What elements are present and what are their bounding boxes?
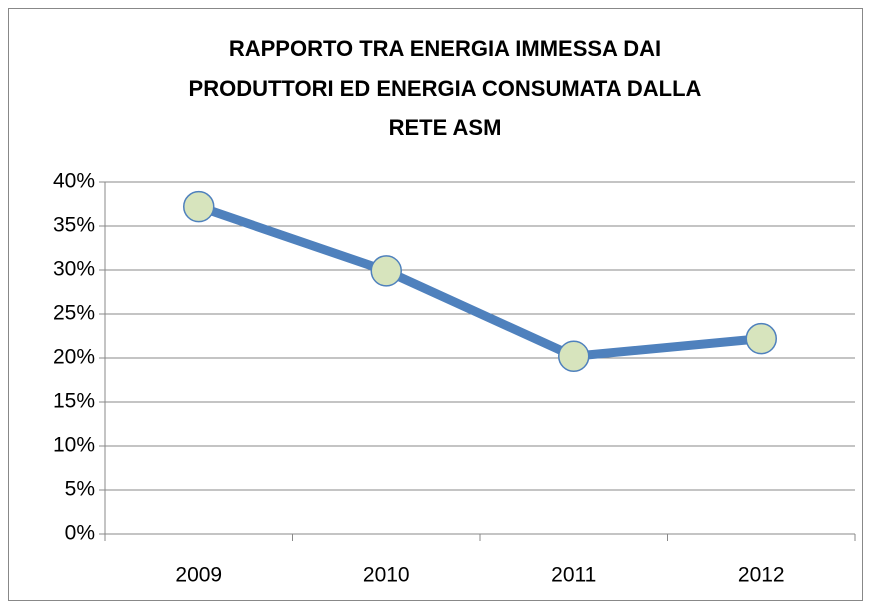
x-tick-label: 2012	[738, 564, 785, 587]
x-tick-label: 2011	[551, 564, 596, 587]
chart-title: PRODUTTORI ED ENERGIA CONSUMATA DALLA	[189, 76, 702, 101]
y-tick-label: 5%	[65, 478, 95, 501]
marker	[558, 340, 590, 372]
x-tick-label: 2009	[175, 564, 222, 587]
y-tick-label: 20%	[53, 346, 95, 369]
chart-title: RETE ASM	[389, 115, 502, 140]
chart-title: RAPPORTO TRA ENERGIA IMMESSA DAI	[229, 36, 661, 61]
marker	[745, 322, 777, 355]
y-tick-label: 25%	[53, 302, 95, 325]
marker	[183, 190, 215, 223]
y-tick-label: 10%	[53, 434, 95, 457]
y-tick-label: 15%	[53, 390, 95, 413]
y-tick-label: 35%	[53, 214, 95, 237]
y-tick-label: 30%	[53, 258, 95, 281]
chart-frame	[8, 8, 863, 601]
y-tick-label: 0%	[65, 522, 95, 545]
marker	[370, 255, 402, 287]
x-tick-label: 2010	[363, 564, 410, 587]
y-tick-label: 40%	[53, 170, 95, 193]
series-line	[197, 202, 762, 361]
